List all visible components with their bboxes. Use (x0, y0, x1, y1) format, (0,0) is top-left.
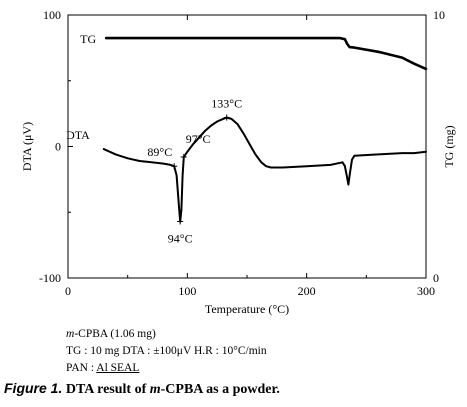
conditions-caption: TG : 10 mg DTA : ±100μV H.R : 10°C/min (66, 345, 267, 357)
annotations-group: TG DTA 89°C 97°C 94°C 133°C (66, 32, 242, 245)
series-line-tg (104, 36, 428, 71)
sample-rest: -CPBA (1.06 mg) (74, 328, 156, 340)
y-right-tick-label: 10 (433, 8, 445, 22)
axis-ticks (67, 14, 427, 279)
annotation-label: DTA (66, 128, 90, 142)
figure-title-pre: DTA result of (65, 382, 150, 397)
series-group (102, 36, 428, 223)
y-left-tick-label: -100 (39, 271, 61, 285)
figure-title-post: -CPBA as a powder. (160, 382, 280, 397)
x-axis-label: Temperature (°C) (205, 302, 289, 316)
pan-value: Al SEAL (96, 362, 140, 374)
x-tick-label: 0 (65, 284, 71, 298)
sample-caption: m-CPBA (1.06 mg) (66, 326, 156, 342)
y-left-tick-label: 100 (43, 8, 61, 22)
annotation-label: 89°C (147, 145, 172, 159)
y-axis-label-right: TG (mg) (442, 125, 456, 167)
y-axis-label-left: DTA (μV) (20, 122, 34, 171)
x-tick-label: 300 (417, 284, 435, 298)
annotation-label: 133°C (211, 97, 242, 111)
y-right-tick-label: 0 (433, 271, 439, 285)
figure-title-italic: m (149, 382, 161, 397)
sample-prefix: m (66, 328, 75, 340)
annotation-label: TG (80, 32, 96, 46)
y-left-tick-label: 0 (55, 140, 61, 154)
x-tick-label: 100 (178, 284, 196, 298)
annotation-label: 94°C (168, 231, 193, 245)
x-tick-label: 200 (298, 284, 316, 298)
plot-frame (67, 14, 427, 279)
series-line-dta (102, 116, 427, 223)
pan-caption: PAN : Al SEAL (66, 360, 139, 376)
annotation-label: 97°C (186, 132, 211, 146)
figure-label: Figure 1. (4, 380, 63, 396)
figure-caption: Figure 1. DTA result of m-CPBA as a powd… (4, 380, 280, 398)
pan-label: PAN : (66, 362, 97, 374)
